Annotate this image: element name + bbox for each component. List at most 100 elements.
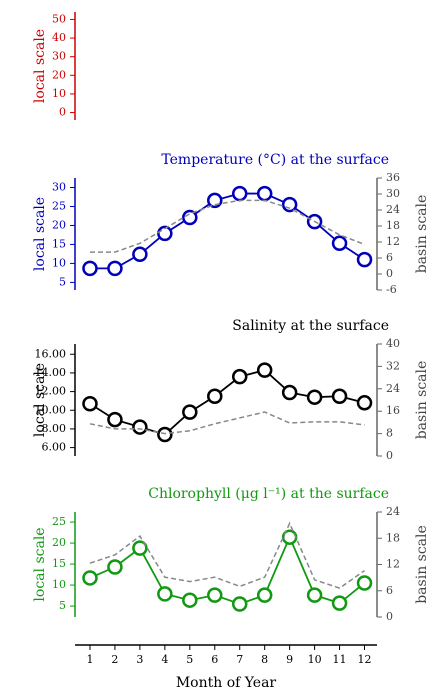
point — [182, 404, 198, 420]
y2-tick-label: 24 — [386, 382, 400, 395]
local-line — [89, 192, 366, 270]
point — [107, 260, 123, 277]
y-axis-label: local scale — [32, 29, 48, 103]
point — [231, 185, 248, 202]
y2-tick-label: 18 — [386, 531, 400, 544]
y2-tick-label: 40 — [386, 337, 400, 350]
y2-axis-label: basin scale — [414, 525, 430, 604]
point — [132, 540, 148, 556]
y2-tick-label: 30 — [386, 187, 400, 200]
y-tick-label: 50 — [52, 12, 66, 25]
point — [132, 246, 148, 263]
y2-tick-label: 18 — [386, 219, 400, 232]
y2-tick-label: 8 — [386, 427, 393, 440]
point — [331, 595, 348, 611]
y2-axis-label: basin scale — [414, 195, 430, 274]
basin-line — [89, 199, 365, 253]
y-tick-label: 15 — [52, 237, 66, 250]
y-tick-label: 6.00 — [42, 441, 67, 454]
point — [306, 587, 323, 603]
point — [107, 559, 123, 575]
point — [207, 192, 223, 209]
y2-tick-label: 12 — [386, 558, 400, 571]
y-tick-label: 30 — [52, 50, 66, 63]
point — [82, 260, 98, 277]
x-tick-label: 3 — [136, 653, 143, 666]
local-line — [89, 369, 365, 436]
y-tick-label: 5 — [59, 599, 66, 612]
y2-tick-label: 24 — [386, 203, 400, 216]
point — [281, 384, 298, 401]
point — [256, 362, 273, 378]
point — [331, 235, 348, 252]
y2-tick-label: 6 — [386, 251, 393, 264]
x-tick-label: 12 — [358, 653, 372, 666]
y-tick-label: 10.00 — [35, 403, 67, 416]
point — [306, 389, 323, 405]
point — [231, 368, 248, 385]
local-line — [89, 534, 366, 605]
y-tick-label: 0 — [59, 106, 66, 119]
point — [182, 209, 198, 226]
point — [256, 587, 273, 603]
y-tick-label: 5 — [59, 275, 66, 288]
y-tick-label: 10 — [52, 256, 66, 269]
y2-tick-label: 36 — [386, 171, 400, 184]
y-tick-label: 15 — [52, 557, 66, 570]
point — [356, 395, 373, 411]
x-axis-label: Month of Year — [176, 675, 277, 691]
x-tick-label: 10 — [308, 653, 322, 666]
y-tick-label: 25 — [52, 515, 66, 528]
point — [132, 419, 148, 435]
y-tick-label: 25 — [52, 199, 66, 212]
y2-tick-label: 0 — [386, 267, 393, 280]
y2-axis-label: basin scale — [414, 361, 430, 440]
point — [356, 251, 373, 268]
x-tick-label: 1 — [86, 653, 93, 666]
y-tick-label: 20 — [52, 536, 66, 549]
y-tick-label: 8.00 — [42, 422, 67, 435]
point — [82, 395, 98, 412]
point — [107, 411, 123, 428]
point — [182, 592, 198, 608]
y-axis-label: local scale — [32, 197, 48, 271]
y-tick-label: 40 — [52, 31, 66, 44]
x-tick-label: 4 — [161, 653, 168, 666]
y2-tick-label: 24 — [386, 505, 400, 518]
panel-title: Temperature (°C) at the surface — [161, 152, 389, 168]
panel-title: Salinity at the surface — [232, 318, 389, 334]
x-tick-label: 6 — [211, 653, 218, 666]
y-tick-label: 10 — [52, 87, 66, 100]
x-tick-label: 5 — [186, 653, 193, 666]
y2-tick-label: 16 — [386, 404, 400, 417]
x-tick-label: 7 — [236, 653, 243, 666]
point — [231, 596, 248, 612]
y-tick-label: 20 — [52, 218, 66, 231]
y-tick-label: 20 — [52, 68, 66, 81]
point — [281, 196, 298, 213]
y-axis-label: local scale — [32, 363, 48, 437]
y-tick-label: 30 — [52, 180, 66, 193]
y-axis-label: local scale — [32, 527, 48, 601]
y2-tick-label: -6 — [386, 283, 397, 296]
basin-line — [89, 411, 365, 435]
panel-title: Chlorophyll (μg l⁻¹) at the surface — [148, 486, 389, 502]
x-tick-label: 11 — [333, 653, 347, 666]
x-tick-label: 2 — [111, 653, 118, 666]
x-tick-label: 9 — [286, 653, 293, 666]
point — [256, 185, 273, 202]
y2-tick-label: 32 — [386, 359, 400, 372]
y2-tick-label: 12 — [386, 235, 400, 248]
point — [157, 426, 173, 443]
y2-tick-label: 0 — [386, 449, 393, 462]
y-tick-label: 10 — [52, 578, 66, 591]
point — [157, 586, 173, 602]
y2-tick-label: 0 — [386, 610, 393, 623]
basin-line — [89, 521, 365, 589]
y-tick-label: 14.00 — [35, 366, 67, 379]
point — [82, 570, 98, 586]
point — [331, 388, 348, 405]
x-tick-label: 8 — [261, 653, 268, 666]
point — [356, 575, 373, 591]
